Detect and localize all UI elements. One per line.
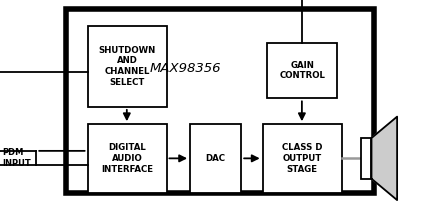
- Text: DIGITAL
AUDIO
INTERFACE: DIGITAL AUDIO INTERFACE: [101, 143, 153, 174]
- Bar: [190, 124, 241, 193]
- Bar: [266, 43, 337, 98]
- Bar: [360, 138, 371, 179]
- Text: PDM
INPUT: PDM INPUT: [2, 148, 31, 168]
- Text: DAC: DAC: [205, 154, 225, 163]
- Bar: [87, 124, 166, 193]
- Text: GAIN
CONTROL: GAIN CONTROL: [279, 61, 324, 80]
- Bar: [87, 26, 166, 107]
- Text: SHUTDOWN
AND
CHANNEL
SELECT: SHUTDOWN AND CHANNEL SELECT: [98, 46, 155, 87]
- Polygon shape: [371, 117, 396, 200]
- Text: MAX98356: MAX98356: [150, 62, 221, 75]
- Bar: [262, 124, 341, 193]
- Bar: [66, 9, 373, 193]
- Text: CLASS D
OUTPUT
STAGE: CLASS D OUTPUT STAGE: [281, 143, 322, 174]
